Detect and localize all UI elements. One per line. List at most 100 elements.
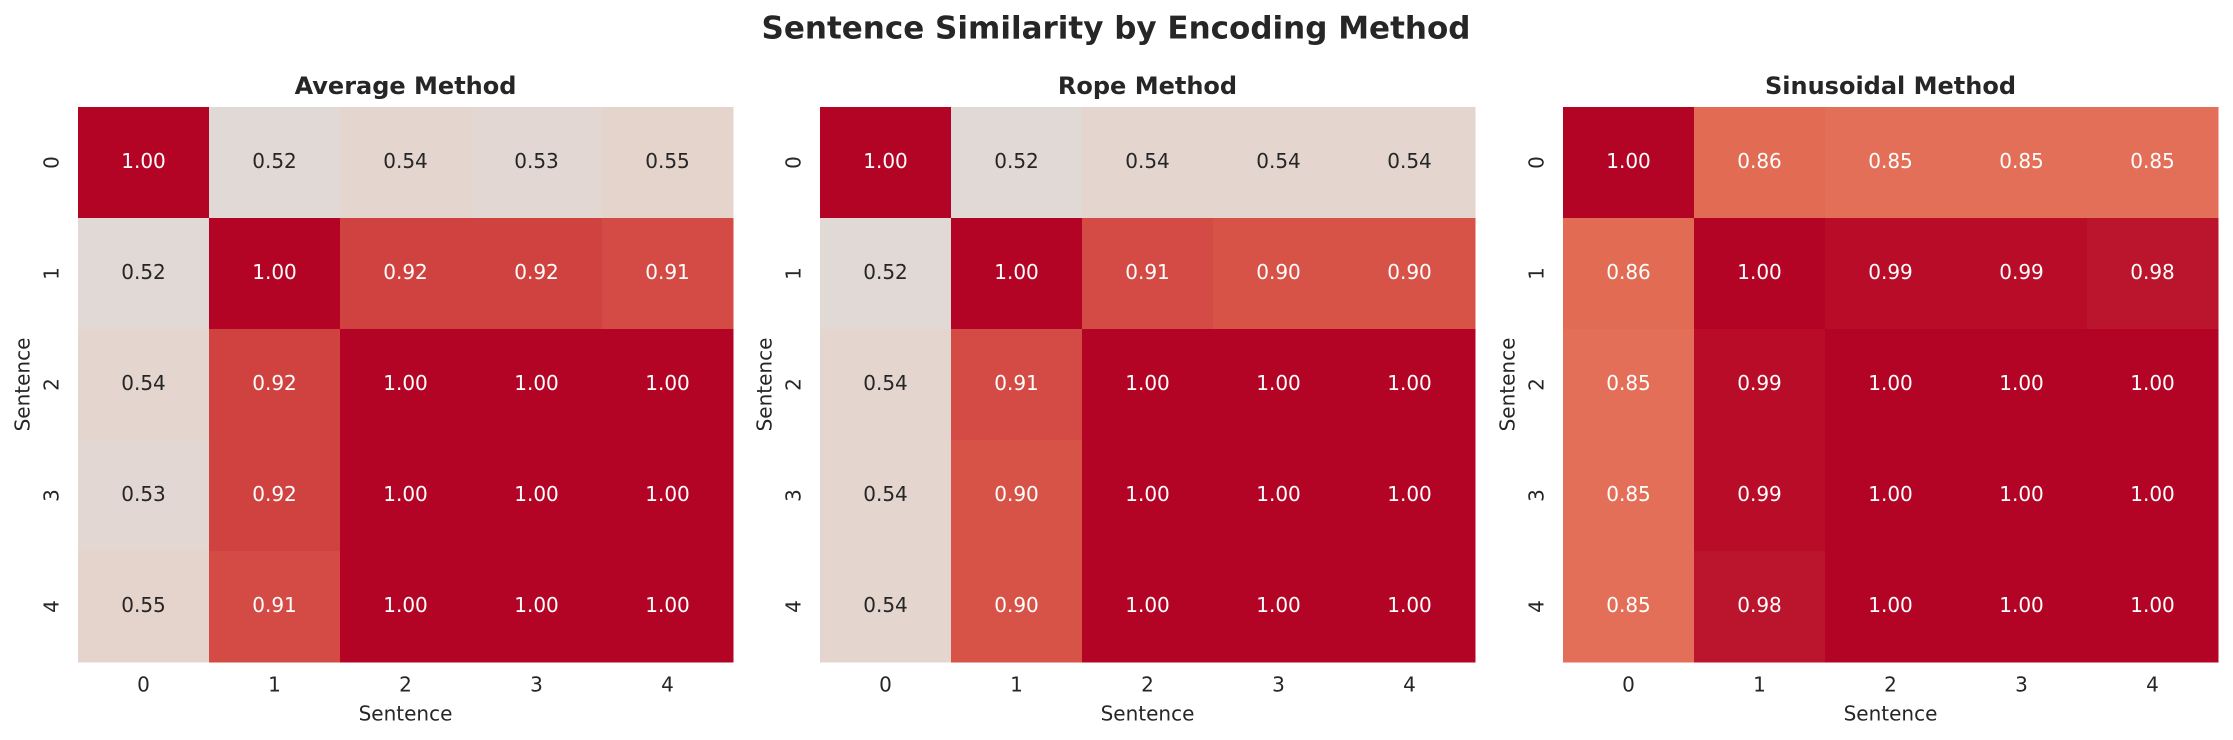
y-tick-label: 0: [40, 156, 64, 169]
cell-label: 0.99: [1737, 371, 1782, 395]
heatmap-cell: [471, 440, 603, 552]
x-axis-label: Sentence: [1844, 702, 1938, 726]
cell-label: 1.00: [1387, 371, 1432, 395]
cell-label: 1.00: [1387, 593, 1432, 617]
heatmap-cell: [78, 329, 210, 441]
cell-label: 1.00: [514, 371, 559, 395]
cell-label: 1.00: [1256, 593, 1301, 617]
heatmap-cell: [1082, 329, 1214, 441]
cell-label: 0.91: [994, 371, 1039, 395]
heatmap-cell: [471, 107, 603, 219]
y-axis-label: Sentence: [1496, 338, 1520, 432]
heatmap-cell: [951, 551, 1083, 663]
y-tick-label: 3: [1525, 489, 1549, 502]
cell-label: 0.54: [121, 371, 166, 395]
heatmap-cell: [951, 218, 1083, 330]
cell-label: 1.00: [514, 482, 559, 506]
cell-label: 1.00: [994, 260, 1039, 284]
y-tick-label: 1: [782, 267, 806, 280]
heatmap-cell: [820, 551, 952, 663]
cell-label: 1.00: [2130, 371, 2175, 395]
heatmap-cell: [209, 440, 341, 552]
cell-label: 0.92: [514, 260, 559, 284]
cell-label: 0.91: [1125, 260, 1170, 284]
cell-label: 0.54: [863, 593, 908, 617]
x-tick-label: 3: [2015, 673, 2028, 697]
cell-label: 1.00: [1868, 482, 1913, 506]
x-tick-label: 1: [1010, 673, 1023, 697]
x-axis-label: Sentence: [1101, 702, 1195, 726]
cell-label: 0.85: [1868, 149, 1913, 173]
cell-label: 0.99: [1737, 482, 1782, 506]
heatmap-cell: [78, 440, 210, 552]
heatmap-cell: [820, 329, 952, 441]
heatmap-cell: [209, 551, 341, 663]
heatmap-cell: [820, 107, 952, 219]
heatmap-cell: [820, 440, 952, 552]
cell-label: 0.90: [994, 593, 1039, 617]
subplot-title: Average Method: [295, 72, 517, 100]
heatmap-cell: [2087, 218, 2219, 330]
heatmap-cell: [602, 107, 734, 219]
heatmap-cell: [1825, 551, 1957, 663]
heatmap-cell: [1563, 329, 1695, 441]
cell-label: 1.00: [121, 149, 166, 173]
heatmap-cell: [1213, 329, 1345, 441]
cell-label: 0.92: [252, 482, 297, 506]
heatmap-cell: [1213, 107, 1345, 219]
cell-label: 0.52: [121, 260, 166, 284]
cell-label: 0.85: [1606, 371, 1651, 395]
cell-label: 0.52: [252, 149, 297, 173]
heatmap-cell: [1825, 218, 1957, 330]
y-axis-label: Sentence: [753, 338, 777, 432]
x-tick-label: 0: [1622, 673, 1635, 697]
cell-label: 1.00: [383, 482, 428, 506]
cell-label: 0.85: [1606, 482, 1651, 506]
cell-label: 1.00: [645, 482, 690, 506]
heatmap-cell: [951, 440, 1083, 552]
y-tick-label: 4: [1525, 600, 1549, 613]
cell-label: 0.52: [863, 260, 908, 284]
cell-label: 1.00: [645, 593, 690, 617]
heatmap-cell: [340, 107, 472, 219]
x-tick-label: 4: [661, 673, 674, 697]
heatmap-cell: [1956, 107, 2088, 219]
cell-label: 0.54: [1256, 149, 1301, 173]
cell-label: 1.00: [1125, 482, 1170, 506]
x-tick-label: 2: [1141, 673, 1154, 697]
cell-label: 1.00: [863, 149, 908, 173]
subplot-title: Rope Method: [1058, 72, 1237, 100]
heatmap-cell: [1825, 440, 1957, 552]
heatmap-cell: [1344, 107, 1476, 219]
heatmap-cell: [340, 218, 472, 330]
cell-label: 1.00: [1256, 371, 1301, 395]
heatmap-cell: [2087, 551, 2219, 663]
heatmap-cell: [1344, 440, 1476, 552]
heatmap-cell: [78, 218, 210, 330]
heatmap-cell: [1344, 551, 1476, 663]
cell-label: 0.53: [514, 149, 559, 173]
cell-label: 1.00: [1999, 371, 2044, 395]
x-tick-label: 3: [530, 673, 543, 697]
cell-label: 0.53: [121, 482, 166, 506]
cell-label: 0.54: [1387, 149, 1432, 173]
heatmap-cell: [1694, 440, 1826, 552]
heatmap-cell: [471, 329, 603, 441]
heatmap-cell: [2087, 329, 2219, 441]
heatmap-cell: [78, 551, 210, 663]
heatmap-cell: [1694, 107, 1826, 219]
heatmap-cell: [951, 329, 1083, 441]
cell-label: 1.00: [1256, 482, 1301, 506]
y-tick-label: 1: [1525, 267, 1549, 280]
heatmap-cell: [1956, 551, 2088, 663]
cell-label: 1.00: [1125, 371, 1170, 395]
cell-label: 1.00: [1999, 482, 2044, 506]
heatmap-cell: [820, 218, 952, 330]
cell-label: 0.99: [1868, 260, 1913, 284]
cell-label: 0.91: [252, 593, 297, 617]
cell-label: 0.55: [121, 593, 166, 617]
heatmap-cell: [1213, 551, 1345, 663]
x-tick-label: 0: [137, 673, 150, 697]
cell-label: 0.86: [1606, 260, 1651, 284]
heatmap-cell: [340, 329, 472, 441]
